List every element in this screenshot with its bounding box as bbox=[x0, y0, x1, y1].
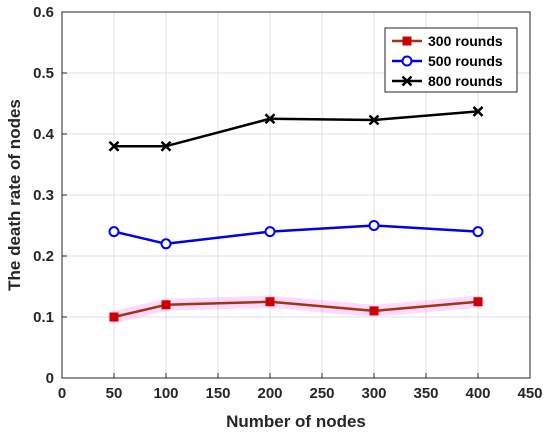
axis-ticks: 0 50 100 150 200 250 300 350 400 450 0 0.1 0.2 0.3 0.4… bbox=[33, 4, 542, 402]
y-axis-title: The death rate of nodes bbox=[5, 99, 24, 291]
series-0 bbox=[108, 295, 484, 323]
data-point bbox=[264, 113, 276, 125]
y-tick-label: 0.6 bbox=[33, 4, 54, 21]
legend-marker bbox=[401, 75, 413, 87]
legend-label: 500 rounds bbox=[428, 53, 503, 69]
data-point bbox=[368, 114, 380, 126]
x-tick-label: 450 bbox=[517, 385, 542, 402]
x-tick-label: 200 bbox=[257, 385, 282, 402]
y-tick-label: 0 bbox=[46, 370, 54, 387]
x-axis-title: Number of nodes bbox=[226, 412, 366, 431]
data-point bbox=[160, 238, 172, 250]
x-tick-label: 300 bbox=[361, 385, 386, 402]
legend-marker bbox=[402, 36, 412, 46]
data-point bbox=[109, 312, 119, 322]
x-tick-label: 250 bbox=[309, 385, 334, 402]
x-tick-label: 0 bbox=[58, 385, 66, 402]
y-tick-label: 0.1 bbox=[33, 309, 54, 326]
legend-marker bbox=[401, 55, 413, 67]
x-tick-label: 50 bbox=[106, 385, 123, 402]
legend-label: 800 rounds bbox=[428, 73, 503, 89]
series-1 bbox=[108, 220, 484, 250]
series-2 bbox=[108, 106, 484, 152]
data-point bbox=[472, 226, 484, 238]
data-point bbox=[369, 306, 379, 316]
data-point bbox=[160, 140, 172, 152]
data-point bbox=[368, 220, 380, 231]
data-point bbox=[473, 297, 483, 307]
data-point bbox=[472, 106, 484, 117]
data-point bbox=[265, 297, 275, 307]
series-layer bbox=[108, 106, 484, 323]
y-tick-label: 0.2 bbox=[33, 248, 54, 265]
y-tick-label: 0.4 bbox=[33, 126, 55, 143]
y-tick-label: 0.5 bbox=[33, 65, 54, 82]
x-tick-label: 400 bbox=[465, 385, 490, 402]
legend-label: 300 rounds bbox=[428, 33, 503, 49]
x-tick-label: 350 bbox=[413, 385, 438, 402]
x-tick-label: 150 bbox=[205, 385, 230, 402]
x-tick-label: 100 bbox=[153, 385, 178, 402]
data-point bbox=[108, 140, 120, 152]
data-point bbox=[161, 300, 171, 310]
data-point bbox=[264, 226, 276, 238]
y-tick-label: 0.3 bbox=[33, 187, 54, 204]
data-point bbox=[108, 226, 120, 238]
legend: 300 rounds 500 rounds 800 rounds bbox=[384, 27, 518, 93]
